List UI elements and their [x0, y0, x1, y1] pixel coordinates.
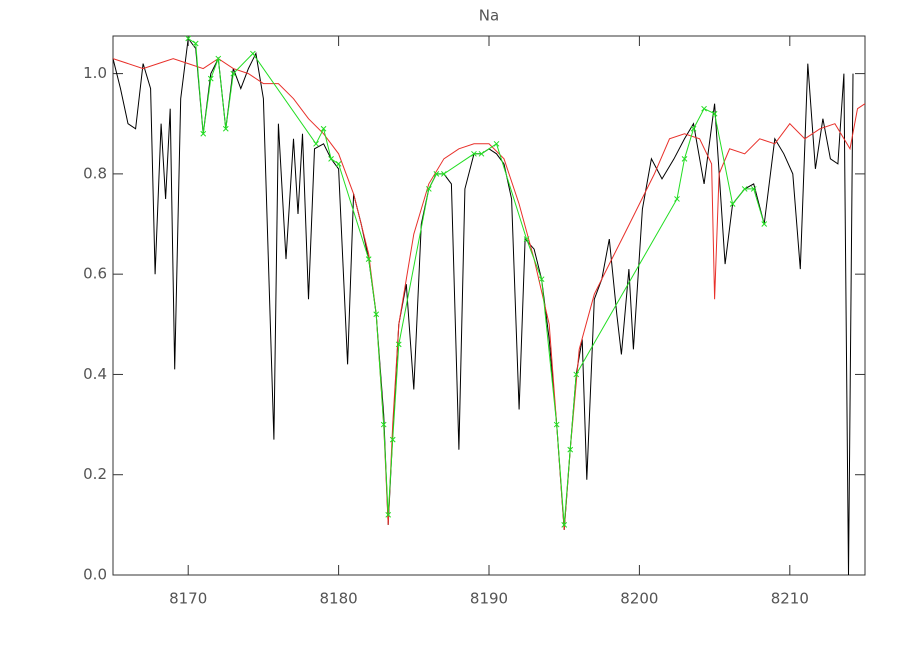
fit-point	[425, 186, 432, 192]
x-tick-label: 8200	[620, 590, 658, 608]
x-tick-label: 8210	[771, 590, 809, 608]
fit-point	[185, 35, 192, 42]
y-tick-label: 0.2	[83, 465, 107, 483]
fit-point	[523, 236, 530, 242]
fit-point	[200, 130, 207, 137]
y-tick-label: 0.4	[83, 365, 107, 383]
x-tick-label: 8180	[320, 590, 358, 608]
fit-point	[701, 105, 707, 112]
y-tick-label: 1.0	[83, 64, 107, 82]
fit-point	[365, 256, 372, 262]
fit-point	[395, 341, 402, 348]
fit-point	[207, 75, 214, 82]
fit-point	[761, 221, 768, 227]
fit-point	[478, 150, 485, 157]
fit-point	[471, 150, 477, 157]
fit-point	[729, 201, 736, 207]
fit-point	[380, 421, 387, 428]
fit-point	[573, 371, 580, 378]
fit-point	[373, 311, 380, 318]
fit-point	[230, 70, 237, 77]
fit-point	[389, 436, 396, 443]
fit-point	[320, 125, 327, 132]
fit-point	[711, 110, 718, 117]
fit-point	[553, 421, 560, 428]
fit-point	[335, 161, 342, 167]
fit-point	[561, 522, 568, 528]
fit-point	[433, 171, 440, 177]
y-tick-label: 0.6	[83, 265, 107, 283]
fit-point	[741, 186, 748, 192]
fit-point	[674, 196, 680, 202]
plot-frame	[112, 35, 866, 576]
fit-point	[313, 140, 319, 147]
spectrum-line	[187, 38, 765, 525]
fit-point	[690, 125, 697, 132]
fit-point	[493, 140, 500, 147]
fit-point	[567, 446, 574, 453]
chart-title: Na	[479, 7, 499, 25]
fit-point	[222, 125, 229, 132]
y-tick-label: 0.8	[83, 164, 107, 182]
x-tick-label: 8170	[169, 590, 207, 608]
x-tick-label: 8190	[470, 590, 508, 608]
fit-point	[441, 171, 447, 177]
spectrum-line	[112, 37, 854, 576]
fit-point	[681, 155, 688, 162]
fit-point	[750, 186, 757, 192]
fit-point	[385, 511, 392, 518]
fit-point	[250, 50, 256, 57]
fit-point	[538, 276, 545, 283]
fit-point	[328, 155, 334, 162]
y-tick-label: 0.0	[83, 566, 107, 584]
spectrum-line	[112, 57, 866, 530]
fit-point	[192, 40, 199, 47]
fit-point	[215, 55, 222, 62]
